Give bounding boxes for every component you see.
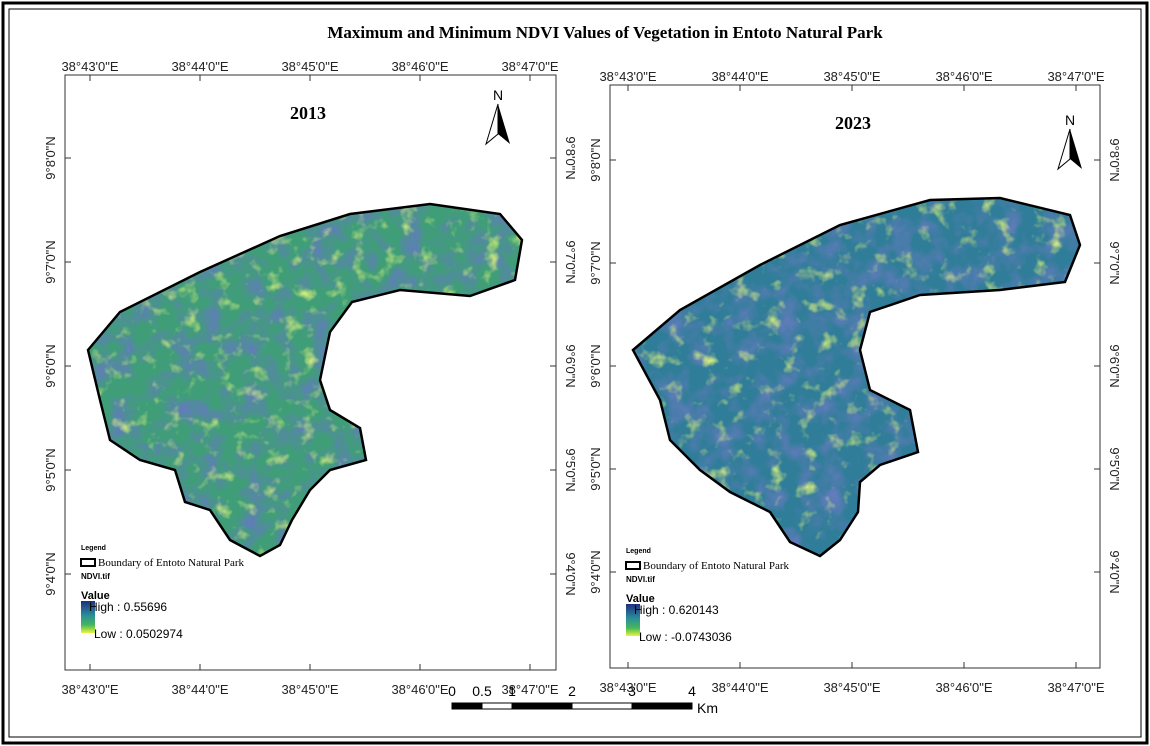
latitude-label: 9°5'0"N bbox=[563, 448, 578, 491]
legend-boundary: Boundary of Entoto Natural Park bbox=[643, 560, 790, 572]
scale-segment bbox=[452, 703, 482, 709]
latitude-label: 9°5'0"N bbox=[43, 448, 58, 491]
scale-label: 2 bbox=[568, 683, 576, 699]
longitude-label: 38°43'0"E bbox=[599, 69, 656, 84]
latitude-label: 9°7'0"N bbox=[1107, 241, 1122, 284]
longitude-label: 38°47'0"E bbox=[501, 59, 558, 74]
scale-label: 0 bbox=[448, 683, 456, 699]
longitude-label: 38°46'0"E bbox=[391, 59, 448, 74]
longitude-label: 38°45'0"E bbox=[281, 59, 338, 74]
scale-segment bbox=[632, 703, 692, 709]
latitude-label: 9°4'0"N bbox=[563, 552, 578, 595]
scale-bar: 0 0.5 1 2 3 4Km bbox=[448, 683, 718, 716]
longitude-label: 38°43'0"E bbox=[61, 59, 118, 74]
scale-segment bbox=[512, 703, 572, 709]
longitude-label: 38°46'0"E bbox=[935, 680, 992, 695]
latitude-label: 9°6'0"N bbox=[1107, 344, 1122, 387]
latitude-label: 9°6'0"N bbox=[588, 344, 603, 387]
map-figure: Maximum and Minimum NDVI Values of Veget… bbox=[0, 0, 1150, 746]
longitude-label: 38°47'0"E bbox=[1047, 69, 1104, 84]
latitude-label: 9°5'0"N bbox=[1107, 447, 1122, 490]
latitude-label: 9°8'0"N bbox=[43, 136, 58, 179]
longitude-label: 38°46'0"E bbox=[935, 69, 992, 84]
scale-label: 1 bbox=[508, 683, 516, 699]
scale-segment bbox=[482, 703, 512, 709]
latitude-label: 9°4'0"N bbox=[588, 550, 603, 593]
legend-low: Low : 0.0502974 bbox=[94, 627, 183, 641]
latitude-label: 9°4'0"N bbox=[1107, 550, 1122, 593]
legend-boundary: Boundary of Entoto Natural Park bbox=[98, 557, 245, 569]
longitude-label: 38°45'0"E bbox=[823, 69, 880, 84]
scale-segment bbox=[572, 703, 632, 709]
scale-unit: Km bbox=[697, 700, 718, 716]
legend-layer: NDVI.tif bbox=[626, 575, 655, 584]
longitude-label: 38°45'0"E bbox=[823, 680, 880, 695]
longitude-label: 38°44'0"E bbox=[711, 69, 768, 84]
longitude-label: 38°46'0"E bbox=[391, 682, 448, 697]
latitude-label: 9°8'0"N bbox=[1107, 138, 1122, 181]
year-label: 2013 bbox=[290, 103, 326, 123]
legend-title: Legend bbox=[81, 545, 106, 552]
latitude-label: 9°6'0"N bbox=[563, 344, 578, 387]
longitude-label: 38°43'0"E bbox=[61, 682, 118, 697]
map-panel: 38°43'0"E 38°44'0"E 38°45'0"E 38°46'0"E 38°4… bbox=[43, 59, 578, 697]
longitude-label: 38°47'0"E bbox=[1047, 680, 1104, 695]
latitude-label: 9°8'0"N bbox=[588, 138, 603, 181]
north-label: N bbox=[1065, 112, 1075, 128]
latitude-label: 9°7'0"N bbox=[563, 240, 578, 283]
latitude-label: 9°7'0"N bbox=[43, 240, 58, 283]
latitude-label: 9°6'0"N bbox=[43, 344, 58, 387]
longitude-label: 38°44'0"E bbox=[171, 682, 228, 697]
map-panel: 38°43'0"E 38°44'0"E 38°45'0"E 38°46'0"E 38°4… bbox=[588, 69, 1122, 695]
legend-layer: NDVI.tif bbox=[81, 572, 110, 581]
legend-high: High : 0.620143 bbox=[634, 603, 719, 617]
longitude-label: 38°44'0"E bbox=[171, 59, 228, 74]
scale-label: 4 bbox=[688, 683, 696, 699]
scale-label: 3 bbox=[628, 683, 636, 699]
latitude-label: 9°8'0"N bbox=[563, 136, 578, 179]
north-label: N bbox=[493, 87, 503, 103]
latitude-label: 9°4'0"N bbox=[43, 552, 58, 595]
scale-label: 0.5 bbox=[472, 683, 492, 699]
longitude-label: 38°45'0"E bbox=[281, 682, 338, 697]
latitude-label: 9°5'0"N bbox=[588, 447, 603, 490]
latitude-label: 9°7'0"N bbox=[588, 241, 603, 284]
map-title: Maximum and Minimum NDVI Values of Veget… bbox=[327, 23, 883, 42]
legend-low: Low : -0.0743036 bbox=[639, 630, 732, 644]
longitude-label: 38°44'0"E bbox=[711, 680, 768, 695]
legend-high: High : 0.55696 bbox=[89, 600, 167, 614]
legend-title: Legend bbox=[626, 548, 651, 555]
year-label: 2023 bbox=[835, 113, 871, 133]
